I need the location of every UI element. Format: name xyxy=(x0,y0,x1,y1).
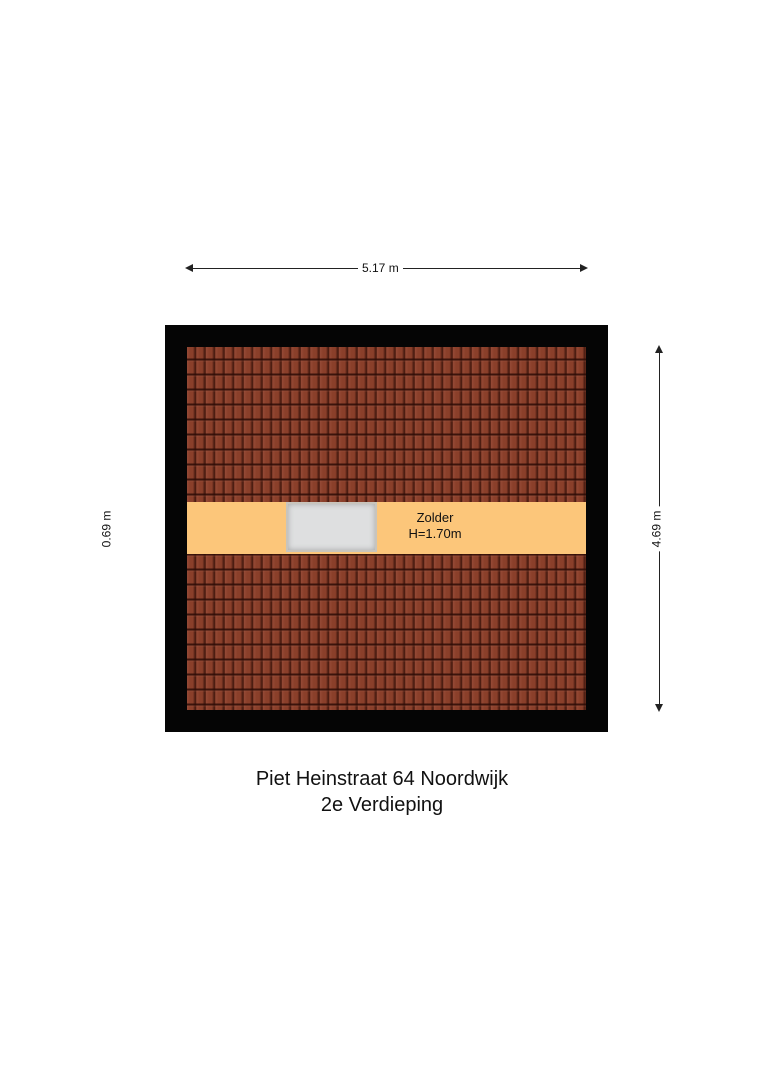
address-caption: Piet Heinstraat 64 Noordwijk xyxy=(255,768,509,790)
floor-caption: 2e Verdieping xyxy=(320,794,444,816)
room-height: H=1.70m xyxy=(408,526,462,541)
skylight xyxy=(286,502,377,552)
room-label: Zolder H=1.70m xyxy=(390,510,480,542)
room-name: Zolder xyxy=(416,510,454,525)
attic-room-zolder xyxy=(187,502,586,554)
left-height-dimension-label: 0.69 m xyxy=(99,510,114,548)
right-height-dimension-label: 4.69 m xyxy=(649,506,664,552)
width-dimension-label: 5.17 m xyxy=(358,261,403,275)
